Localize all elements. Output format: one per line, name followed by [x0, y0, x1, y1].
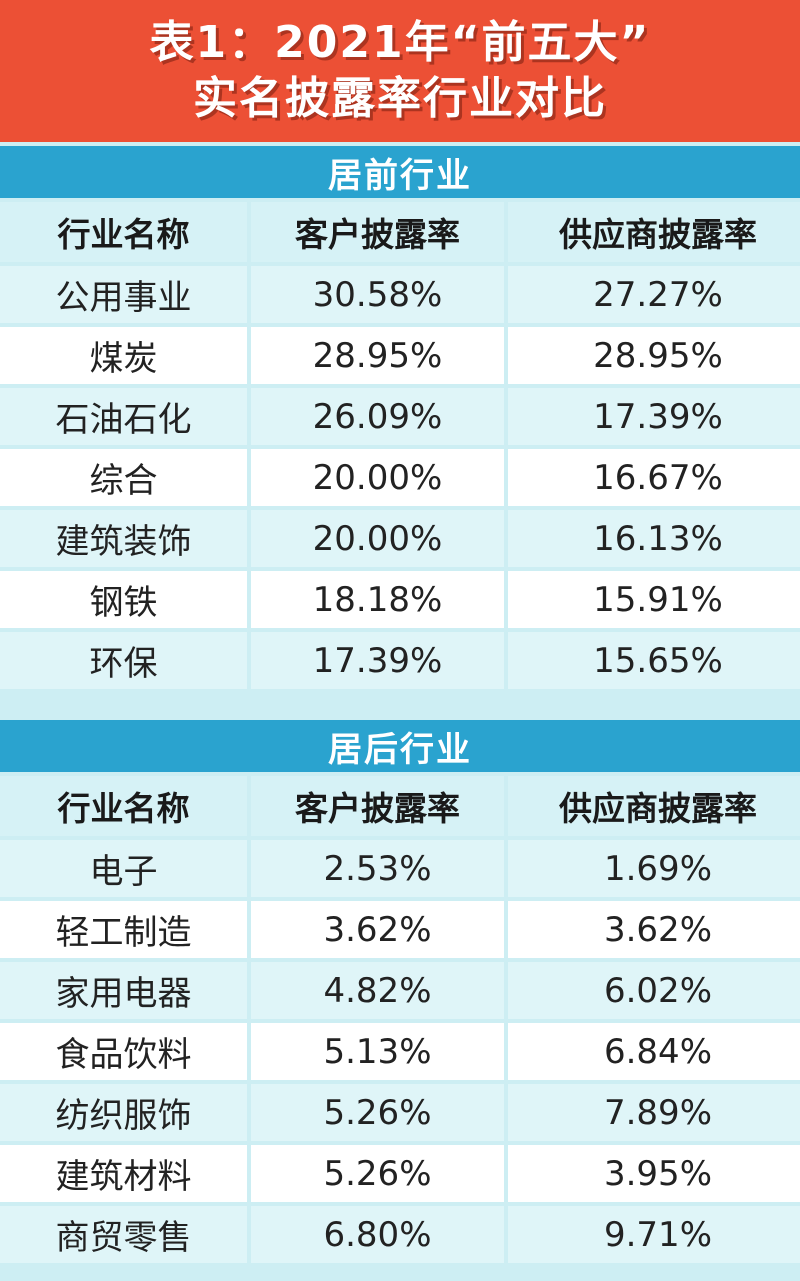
column-header-supplier-rate: 供应商披露率 — [508, 776, 800, 836]
column-header-customer-rate: 客户披露率 — [251, 776, 504, 836]
table-row: 建筑材料 5.26% 3.95% — [0, 1145, 800, 1202]
industry-cell: 家用电器 — [0, 962, 247, 1019]
customer-rate-cell: 28.95% — [251, 327, 504, 384]
column-header-industry: 行业名称 — [0, 776, 247, 836]
section-heading-top: 居前行业 — [0, 146, 800, 198]
supplier-rate-cell: 6.02% — [508, 962, 800, 1019]
supplier-rate-cell: 27.27% — [508, 266, 800, 323]
table-row: 环保 17.39% 15.65% — [0, 632, 800, 689]
industry-cell: 钢铁 — [0, 571, 247, 628]
title-line-2: 实名披露率行业对比 — [193, 73, 607, 124]
table-row: 轻工制造 3.62% 3.62% — [0, 901, 800, 958]
supplier-rate-cell: 28.95% — [508, 327, 800, 384]
bottom-table-body: 电子 2.53% 1.69% 轻工制造 3.62% 3.62% 家用电器 4.82% 6.02%… — [0, 840, 800, 1263]
customer-rate-cell: 17.39% — [251, 632, 504, 689]
industry-cell: 电子 — [0, 840, 247, 897]
column-header-industry: 行业名称 — [0, 202, 247, 262]
customer-rate-cell: 5.26% — [251, 1084, 504, 1141]
supplier-rate-cell: 16.67% — [508, 449, 800, 506]
table-row: 煤炭 28.95% 28.95% — [0, 327, 800, 384]
industry-cell: 商贸零售 — [0, 1206, 247, 1263]
supplier-rate-cell: 15.65% — [508, 632, 800, 689]
supplier-rate-cell: 15.91% — [508, 571, 800, 628]
industry-cell: 纺织服饰 — [0, 1084, 247, 1141]
industry-cell: 公用事业 — [0, 266, 247, 323]
customer-rate-cell: 30.58% — [251, 266, 504, 323]
industry-cell: 食品饮料 — [0, 1023, 247, 1080]
supplier-rate-cell: 6.84% — [508, 1023, 800, 1080]
supplier-rate-cell: 17.39% — [508, 388, 800, 445]
customer-rate-cell: 2.53% — [251, 840, 504, 897]
table-row: 石油石化 26.09% 17.39% — [0, 388, 800, 445]
supplier-rate-cell: 7.89% — [508, 1084, 800, 1141]
title-line-1: 表1：2021年“前五大” — [149, 17, 651, 68]
column-header-row: 行业名称 客户披露率 供应商披露率 — [0, 776, 800, 836]
customer-rate-cell: 20.00% — [251, 510, 504, 567]
customer-rate-cell: 6.80% — [251, 1206, 504, 1263]
supplier-rate-cell: 3.62% — [508, 901, 800, 958]
table-row: 建筑装饰 20.00% 16.13% — [0, 510, 800, 567]
title-banner: 表1：2021年“前五大” 实名披露率行业对比 — [0, 0, 800, 142]
customer-rate-cell: 5.26% — [251, 1145, 504, 1202]
industry-cell: 轻工制造 — [0, 901, 247, 958]
industry-cell: 建筑材料 — [0, 1145, 247, 1202]
column-header-customer-rate: 客户披露率 — [251, 202, 504, 262]
customer-rate-cell: 18.18% — [251, 571, 504, 628]
bottom-industries-section: 居后行业 行业名称 客户披露率 供应商披露率 电子 2.53% 1.69% 轻工制造 3… — [0, 720, 800, 1263]
industry-cell: 环保 — [0, 632, 247, 689]
supplier-rate-cell: 9.71% — [508, 1206, 800, 1263]
column-header-supplier-rate: 供应商披露率 — [508, 202, 800, 262]
customer-rate-cell: 5.13% — [251, 1023, 504, 1080]
customer-rate-cell: 20.00% — [251, 449, 504, 506]
table-row: 纺织服饰 5.26% 7.89% — [0, 1084, 800, 1141]
customer-rate-cell: 3.62% — [251, 901, 504, 958]
top-table-body: 公用事业 30.58% 27.27% 煤炭 28.95% 28.95% 石油石化 26.09%… — [0, 266, 800, 689]
table-row: 钢铁 18.18% 15.91% — [0, 571, 800, 628]
table-row: 食品饮料 5.13% 6.84% — [0, 1023, 800, 1080]
industry-cell: 煤炭 — [0, 327, 247, 384]
supplier-rate-cell: 16.13% — [508, 510, 800, 567]
supplier-rate-cell: 3.95% — [508, 1145, 800, 1202]
table-row: 公用事业 30.58% 27.27% — [0, 266, 800, 323]
customer-rate-cell: 4.82% — [251, 962, 504, 1019]
column-header-row: 行业名称 客户披露率 供应商披露率 — [0, 202, 800, 262]
table-row: 电子 2.53% 1.69% — [0, 840, 800, 897]
table-row: 商贸零售 6.80% 9.71% — [0, 1206, 800, 1263]
industry-cell: 建筑装饰 — [0, 510, 247, 567]
table-row: 综合 20.00% 16.67% — [0, 449, 800, 506]
top-industries-section: 居前行业 行业名称 客户披露率 供应商披露率 公用事业 30.58% 27.27% 煤… — [0, 146, 800, 689]
industry-cell: 综合 — [0, 449, 247, 506]
customer-rate-cell: 26.09% — [251, 388, 504, 445]
industry-cell: 石油石化 — [0, 388, 247, 445]
section-heading-bottom: 居后行业 — [0, 720, 800, 772]
supplier-rate-cell: 1.69% — [508, 840, 800, 897]
table-row: 家用电器 4.82% 6.02% — [0, 962, 800, 1019]
